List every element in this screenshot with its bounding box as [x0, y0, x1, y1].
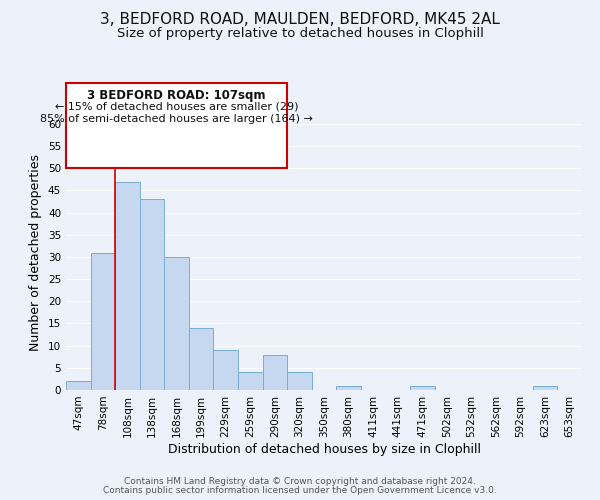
X-axis label: Distribution of detached houses by size in Clophill: Distribution of detached houses by size … [167, 442, 481, 456]
Text: Size of property relative to detached houses in Clophill: Size of property relative to detached ho… [116, 28, 484, 40]
Bar [189, 328, 214, 390]
Text: ← 15% of detached houses are smaller (29): ← 15% of detached houses are smaller (29… [55, 102, 298, 112]
Text: Contains HM Land Registry data © Crown copyright and database right 2024.: Contains HM Land Registry data © Crown c… [124, 477, 476, 486]
Y-axis label: Number of detached properties: Number of detached properties [29, 154, 43, 351]
Bar [91, 252, 115, 390]
Bar [336, 386, 361, 390]
Bar [287, 372, 312, 390]
Bar [164, 257, 189, 390]
Text: 85% of semi-detached houses are larger (164) →: 85% of semi-detached houses are larger (… [40, 114, 313, 124]
Bar [140, 200, 164, 390]
Text: Contains public sector information licensed under the Open Government Licence v3: Contains public sector information licen… [103, 486, 497, 495]
Bar [66, 381, 91, 390]
Bar [214, 350, 238, 390]
Bar [533, 386, 557, 390]
Text: 3 BEDFORD ROAD: 107sqm: 3 BEDFORD ROAD: 107sqm [88, 88, 266, 102]
Bar [115, 182, 140, 390]
Bar [410, 386, 434, 390]
Bar [263, 354, 287, 390]
Text: 3, BEDFORD ROAD, MAULDEN, BEDFORD, MK45 2AL: 3, BEDFORD ROAD, MAULDEN, BEDFORD, MK45 … [100, 12, 500, 28]
Bar [238, 372, 263, 390]
